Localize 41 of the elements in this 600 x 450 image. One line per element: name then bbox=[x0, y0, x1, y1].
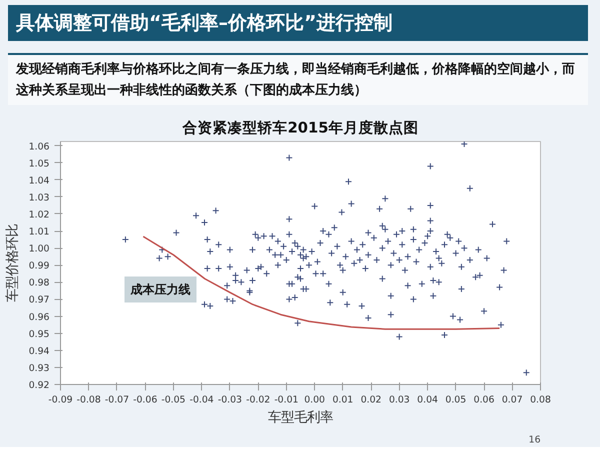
y-tick-label: 1.04 bbox=[28, 175, 50, 186]
x-tick-label: -0.03 bbox=[218, 394, 242, 406]
x-tick-label: -0.04 bbox=[190, 394, 214, 406]
line-series bbox=[142, 236, 500, 330]
x-tick-label: 0.08 bbox=[530, 394, 551, 406]
y-axis-title: 车型价格环比 bbox=[6, 224, 21, 302]
x-tick-label: 0.05 bbox=[445, 394, 466, 406]
y-tick-label: 0.96 bbox=[28, 312, 50, 323]
y-tick-label: 1.06 bbox=[28, 141, 50, 152]
chart-title: 具体调整可借助“毛利率–价格环比”进行控制 bbox=[16, 11, 392, 36]
y-tick-label: 0.95 bbox=[28, 328, 50, 340]
x-tick-label: -0.06 bbox=[133, 394, 158, 406]
x-tick-label: 0.03 bbox=[388, 394, 410, 406]
y-tick-label: 1.02 bbox=[28, 209, 50, 220]
y-tick-label: 0.97 bbox=[28, 294, 50, 306]
y-tick-label: 0.93 bbox=[28, 362, 50, 374]
x-tick-label: 0.07 bbox=[502, 394, 523, 406]
y-tick-label: 0.92 bbox=[28, 380, 50, 391]
y-tick-label: 1.01 bbox=[28, 226, 50, 238]
x-tick-label: -0.08 bbox=[76, 394, 101, 406]
x-tick-label: -0.05 bbox=[161, 394, 186, 406]
x-tick-label: 0.01 bbox=[332, 394, 354, 406]
x-tick-label: -0.09 bbox=[48, 394, 73, 406]
text: 16 bbox=[528, 434, 541, 446]
x-tick-label: 0.00 bbox=[304, 394, 326, 406]
y-tick-label: 0.94 bbox=[28, 346, 50, 357]
y-tick-label: 0.98 bbox=[28, 278, 50, 289]
chart-subtitle: 发现经销商毛利率与价格环比之间有一条压力线，即当经销商毛利越低，价格降幅的空间越小，而这种关系呈现出一种非线性的函数关系（下图的成本压力线） bbox=[16, 60, 576, 100]
y-tick-label: 1.03 bbox=[28, 192, 50, 204]
x-axis-title: 车型毛利率 bbox=[268, 410, 333, 426]
text: 合资紧凑型轿车2015年月度散点图 bbox=[182, 118, 418, 136]
x-tick-label: -0.07 bbox=[104, 394, 130, 406]
x-tick-label: 0.06 bbox=[474, 394, 494, 406]
x-tick-label: 0.02 bbox=[360, 394, 382, 406]
x-tick-label: -0.02 bbox=[246, 394, 270, 406]
annotation: 成本压力线 bbox=[130, 282, 190, 296]
y-tick-label: 0.99 bbox=[28, 260, 50, 272]
x-tick-label: 0.04 bbox=[417, 394, 438, 406]
y-tick-label: 1.05 bbox=[28, 158, 50, 170]
x-tick-label: -0.01 bbox=[274, 394, 299, 406]
y-tick-label: 1.00 bbox=[28, 244, 50, 255]
